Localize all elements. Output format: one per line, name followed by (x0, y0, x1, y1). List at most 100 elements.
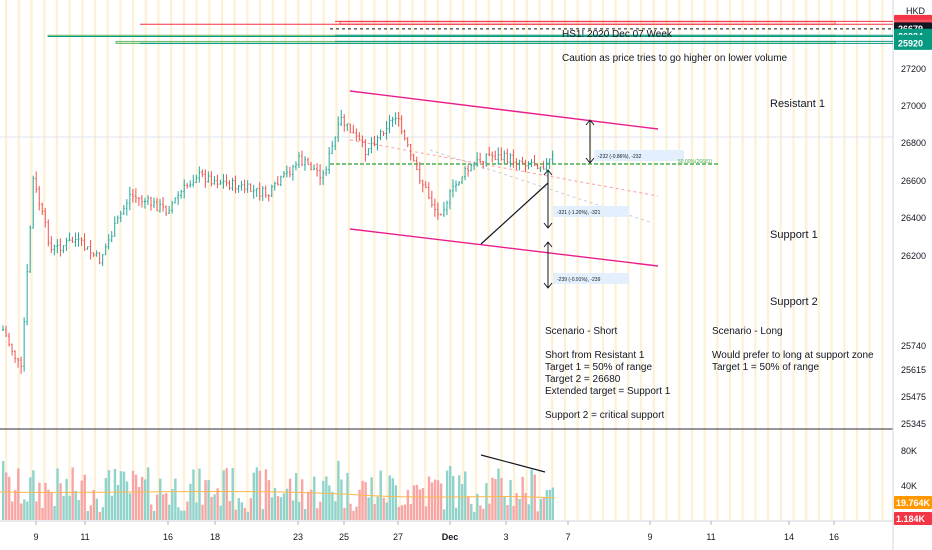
volume-bar (168, 504, 171, 520)
volume-bar (225, 468, 228, 520)
volume-bar (310, 489, 313, 520)
price-tick-label: 27200 (901, 64, 926, 74)
volume-bar (297, 501, 301, 520)
volume-bar (210, 496, 213, 520)
volume-bar (282, 493, 286, 520)
session-stripe (538, 0, 541, 520)
volume-bar (361, 480, 364, 520)
volume-tick-label: 40K (901, 481, 917, 491)
volume-bar (107, 470, 111, 520)
price-tick-label: 25475 (901, 392, 926, 402)
session-stripe (690, 0, 693, 520)
volume-bar (171, 489, 174, 520)
volume-bar (461, 484, 464, 520)
volume-ma-line (0, 491, 556, 499)
session-stripe (284, 0, 287, 520)
volume-bar (470, 503, 473, 520)
volume-bar (373, 504, 376, 520)
session-stripe (43, 0, 46, 520)
time-tick-label: 7 (565, 532, 570, 542)
volume-bar (442, 509, 446, 520)
volume-bar (316, 508, 319, 520)
session-stripe (208, 0, 211, 520)
volume-bar (140, 476, 144, 520)
measure-label-2: -321 (-1.20%), -321 (557, 210, 601, 216)
price-tick-label: 25345 (901, 419, 926, 429)
volume-bar (89, 505, 92, 520)
volume-bar (59, 483, 62, 520)
session-stripe (640, 0, 643, 520)
volume-bar (119, 471, 123, 520)
zone-label-resistant-1: Resistant 1 (770, 98, 825, 110)
volume-bar (536, 511, 539, 520)
session-stripe (792, 0, 795, 520)
volume-bar (358, 489, 361, 520)
volume-bar (189, 483, 192, 520)
volume-bar (455, 507, 458, 520)
volume-bar (418, 489, 422, 520)
volume-bar (542, 497, 545, 520)
volume-bar (436, 480, 440, 520)
volume-bar (409, 504, 413, 520)
session-stripe (500, 0, 503, 520)
price-tag-label: 25920 (898, 38, 923, 48)
measure-box-2 (553, 206, 629, 217)
volume-bar (285, 488, 289, 520)
volume-bar (219, 505, 222, 520)
volume-bar (44, 482, 47, 520)
session-stripe (843, 0, 846, 520)
volume-bar (334, 501, 337, 520)
session-stripe (195, 0, 198, 520)
volume-bar (41, 507, 44, 520)
time-tick-label: 18 (210, 532, 220, 542)
volume-bar (307, 491, 310, 520)
volume-bar (367, 497, 370, 520)
volume-bar (23, 499, 26, 520)
price-tick-label: 26200 (901, 251, 926, 261)
measure-box-1 (594, 150, 684, 161)
volume-bar (159, 478, 162, 520)
volume-bar (125, 481, 129, 520)
volume-bar (198, 468, 201, 520)
dashed-mid-line (349, 139, 659, 197)
volume-bar (20, 503, 23, 520)
volume-bar (458, 475, 461, 520)
volume-bar (385, 502, 388, 520)
volume-bar (521, 476, 524, 520)
session-stripe (678, 0, 681, 520)
volume-bar (439, 483, 443, 520)
long-title: Scenario - Long (712, 326, 783, 337)
session-stripe (424, 0, 427, 520)
volume-bar (17, 468, 20, 520)
volume-bar (400, 505, 404, 520)
volume-bar (509, 480, 512, 520)
volume-bar (8, 476, 11, 520)
volume-bar (252, 472, 256, 520)
volume-bar (304, 508, 307, 520)
volume-bar (92, 490, 95, 520)
volume-bar (5, 472, 8, 520)
volume-bar (482, 508, 485, 520)
chart-subtitle: Caution as price tries to go higher on l… (562, 53, 788, 64)
session-stripe (17, 0, 20, 520)
measure-arrowhead-down (543, 222, 553, 229)
volume-bar (74, 490, 77, 520)
volume-bar (412, 485, 416, 520)
volume-bar (352, 510, 355, 520)
volume-bar (391, 478, 394, 520)
volume-bar (506, 504, 509, 520)
zone-label-support-2: Support 2 (770, 296, 818, 308)
volume-bar (313, 476, 316, 520)
volume-bar (2, 461, 5, 520)
volume-bar (258, 470, 262, 520)
volume-bar (62, 495, 65, 520)
session-stripe (563, 0, 566, 520)
volume-bar (346, 472, 349, 520)
volume-bar (56, 468, 59, 520)
session-stripe (271, 0, 274, 520)
price-tick-label: 26400 (901, 213, 926, 223)
short-line-4: Extended target = Support 1 (545, 386, 671, 397)
